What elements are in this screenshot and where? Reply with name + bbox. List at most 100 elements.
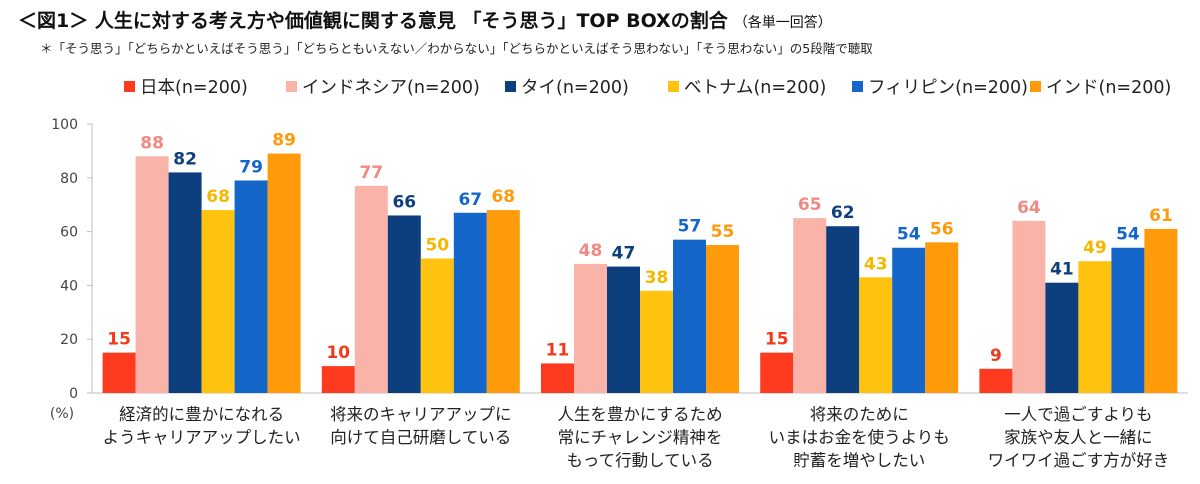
data-label: 62 (831, 203, 855, 223)
data-label: 9 (990, 346, 1002, 366)
data-label: 56 (930, 219, 954, 239)
bar (135, 156, 169, 393)
data-label: 54 (1116, 225, 1140, 245)
bar (168, 172, 202, 393)
data-label: 49 (1083, 238, 1107, 258)
legend-swatch (505, 81, 516, 92)
chart-title-note: （各単一回答） (733, 15, 832, 31)
category-label-line: 将来のキャリアアップに (330, 405, 512, 424)
bar (793, 218, 827, 393)
bar (201, 210, 235, 393)
category-label: 経済的に豊かになれるようキャリアアップしたい (103, 405, 301, 447)
bar (826, 226, 860, 393)
bar (321, 366, 355, 393)
category-label-line: ようキャリアアップしたい (103, 428, 301, 447)
category-label-line: 貯蓄を増やしたい (793, 451, 925, 470)
data-label: 57 (678, 217, 702, 237)
legend-label: インド(n=200) (1046, 78, 1171, 98)
bar (859, 277, 893, 393)
bar (453, 212, 487, 393)
bar (925, 242, 959, 393)
category-label-line: もって行動している (566, 451, 713, 470)
category-label-line: 向けて自己研磨している (330, 428, 511, 447)
data-label: 65 (798, 195, 822, 215)
chart-title: ＜図1＞ 人生に対する考え方や価値観に関する意見 「そう思う」TOP BOXの割… (18, 6, 832, 33)
data-label: 38 (645, 268, 669, 288)
bar (354, 185, 388, 393)
data-label: 41 (1050, 260, 1074, 280)
bar (234, 180, 268, 393)
data-label: 64 (1017, 198, 1041, 218)
bar (1045, 282, 1079, 393)
category-label-line: 常にチャレンジ精神を (558, 428, 723, 447)
data-label: 68 (491, 187, 515, 207)
bar (673, 239, 706, 393)
bar (640, 290, 673, 393)
data-label: 67 (458, 190, 482, 210)
bar (607, 266, 640, 393)
data-label: 50 (425, 236, 449, 256)
bar (387, 215, 421, 393)
legend-swatch (1030, 81, 1041, 92)
y-tick-label: 80 (60, 171, 78, 187)
category-label: 一人で過ごすよりも家族や友人と一緒にワイワイ過ごす方が好き (988, 405, 1170, 470)
legend-swatch (668, 81, 679, 92)
data-label: 68 (206, 187, 230, 207)
category-label: 将来のキャリアアップに向けて自己研磨している (330, 405, 512, 447)
data-label: 47 (612, 244, 636, 264)
y-axis-label: (%) (50, 406, 74, 422)
chart-legend: 日本(n=200) インドネシア(n=200) タイ(n=200) ベトナム(n=20… (124, 78, 1171, 98)
bars (102, 153, 1178, 393)
bar (760, 352, 794, 393)
category-label-line: ワイワイ過ごす方が好き (988, 451, 1170, 470)
data-label: 11 (546, 340, 570, 360)
category-label-line: 経済的に豊かになれる (119, 405, 284, 424)
legend-label: ベトナム(n=200) (684, 78, 826, 98)
bar (541, 363, 574, 393)
y-tick-label: 40 (60, 278, 78, 294)
bar (486, 210, 520, 393)
data-label: 82 (173, 149, 197, 169)
bar (1078, 261, 1112, 393)
data-label: 10 (326, 343, 350, 363)
category-label-line: 家族や友人と一緒に (1004, 428, 1153, 447)
bar (1111, 247, 1145, 393)
data-label: 48 (579, 241, 603, 261)
legend-label: 日本(n=200) (140, 78, 248, 98)
bar (979, 368, 1013, 393)
bar (102, 352, 136, 393)
data-label: 89 (272, 131, 296, 151)
y-tick-label: 100 (51, 117, 78, 133)
bar (420, 258, 454, 393)
data-label: 54 (897, 225, 921, 245)
legend-label: インドネシア(n=200) (302, 78, 480, 98)
y-tick-label: 0 (69, 386, 78, 402)
category-label: 人生を豊かにするため常にチャレンジ精神をもって行動している (557, 405, 722, 470)
legend-swatch (124, 81, 135, 92)
bar (574, 263, 607, 393)
category-label: 将来のためにいまはお金を使うよりも貯蓄を増やしたい (769, 405, 950, 470)
data-label: 77 (359, 163, 383, 183)
data-label: 55 (711, 222, 735, 242)
chart-title-text: ＜図1＞ 人生に対する考え方や価値観に関する意見 「そう思う」TOP BOXの割… (18, 10, 728, 32)
data-labels: 15 88 82 68 79 89 10 77 66 50 67 68 11 48 47 38 57 55 15 65… (107, 131, 1172, 366)
bar (706, 245, 739, 393)
bar (892, 247, 926, 393)
data-label: 66 (392, 192, 416, 212)
data-label: 79 (239, 157, 263, 177)
category-label-line: いまはお金を使うよりも (769, 428, 950, 447)
category-labels: 経済的に豊かになれるようキャリアアップしたい将来のキャリアアップに向けて自己研磨… (103, 405, 1170, 470)
category-label-line: 人生を豊かにするため (557, 405, 722, 424)
chart-subtitle: ＊「そう思う」「どちらかといえばそう思う」「どちらともいえない／わからない」「ど… (40, 41, 873, 56)
bar (1144, 228, 1178, 393)
bar (1012, 220, 1046, 393)
data-label: 15 (107, 330, 131, 350)
data-label: 88 (140, 133, 164, 153)
category-label-line: 一人で過ごすよりも (1004, 405, 1152, 424)
y-tick-label: 60 (60, 225, 78, 241)
legend-label: フィリピン(n=200) (868, 78, 1028, 98)
data-label: 61 (1149, 206, 1173, 226)
legend-label: タイ(n=200) (521, 78, 629, 98)
bar (267, 153, 301, 393)
